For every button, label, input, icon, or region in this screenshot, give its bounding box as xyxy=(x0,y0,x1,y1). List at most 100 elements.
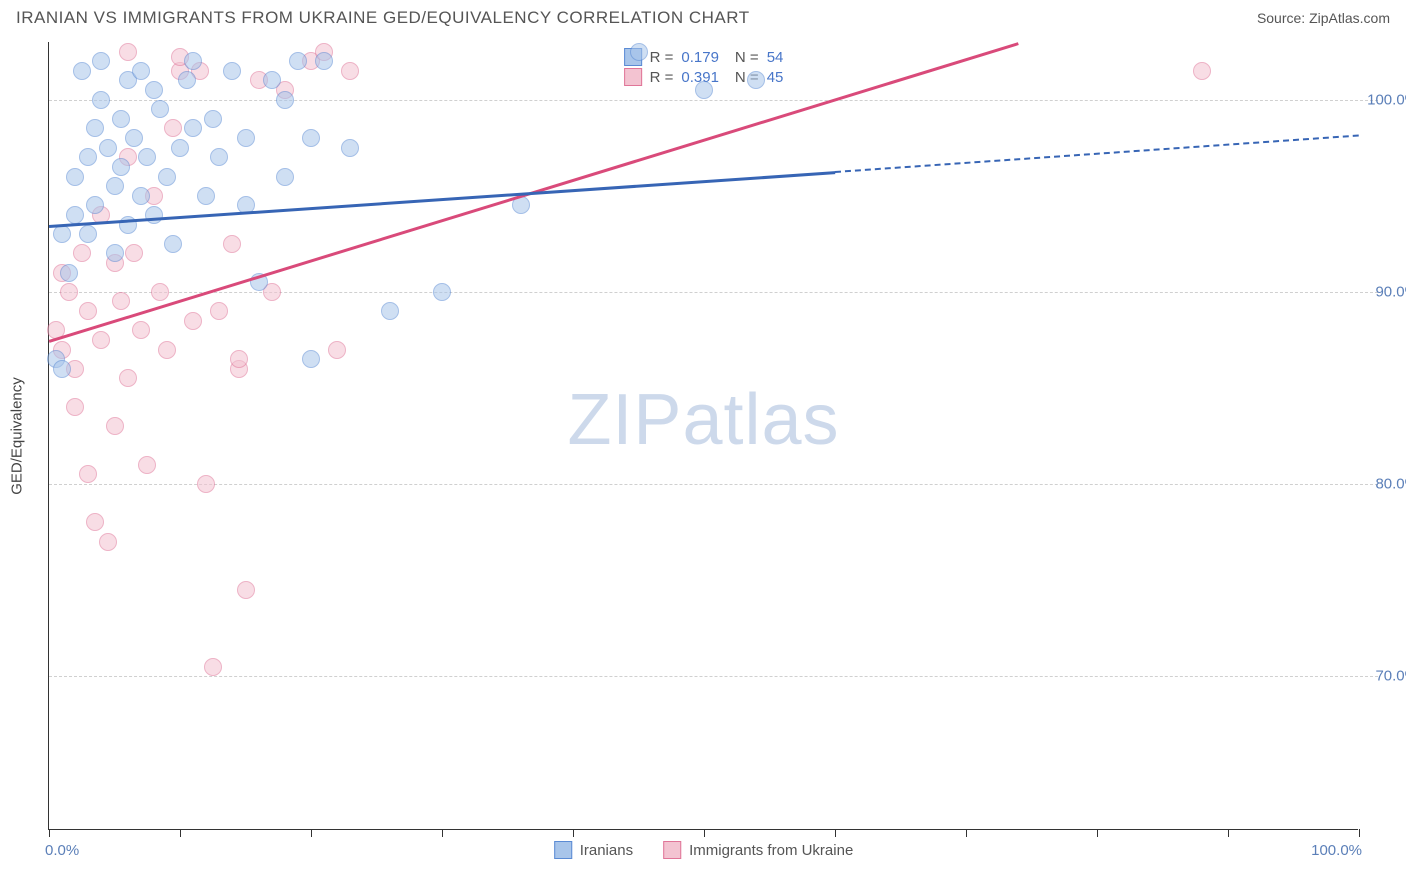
chart-container: GED/Equivalency ZIPatlas R = 0.179 N = 5… xyxy=(0,32,1406,862)
data-point-iranians xyxy=(263,71,281,89)
n-value-iranians: 54 xyxy=(767,49,784,66)
r-value-iranians: 0.179 xyxy=(681,49,719,66)
x-tick xyxy=(180,829,181,837)
x-tick xyxy=(966,829,967,837)
data-point-ukraine xyxy=(73,244,91,262)
watermark-zip: ZIP xyxy=(567,380,682,460)
data-point-ukraine xyxy=(138,456,156,474)
data-point-iranians xyxy=(132,62,150,80)
data-point-iranians xyxy=(73,62,91,80)
data-point-iranians xyxy=(125,129,143,147)
data-point-ukraine xyxy=(86,513,104,531)
legend-item-ukraine: Immigrants from Ukraine xyxy=(663,841,853,859)
data-point-iranians xyxy=(99,139,117,157)
plot-area: GED/Equivalency ZIPatlas R = 0.179 N = 5… xyxy=(48,42,1358,830)
data-point-ukraine xyxy=(119,43,137,61)
y-tick-label: 70.0% xyxy=(1375,668,1406,685)
data-point-ukraine xyxy=(223,235,241,253)
data-point-iranians xyxy=(106,177,124,195)
data-point-iranians xyxy=(112,110,130,128)
data-point-iranians xyxy=(433,283,451,301)
data-point-ukraine xyxy=(79,465,97,483)
data-point-ukraine xyxy=(99,533,117,551)
data-point-ukraine xyxy=(341,62,359,80)
data-point-ukraine xyxy=(151,283,169,301)
data-point-ukraine xyxy=(184,312,202,330)
gridline xyxy=(49,100,1378,101)
y-tick-label: 100.0% xyxy=(1367,91,1406,108)
y-tick-label: 90.0% xyxy=(1375,283,1406,300)
swatch-iranians xyxy=(554,841,572,859)
x-tick xyxy=(442,829,443,837)
data-point-iranians xyxy=(92,52,110,70)
legend-item-iranians: Iranians xyxy=(554,841,633,859)
data-point-iranians xyxy=(92,91,110,109)
data-point-iranians xyxy=(138,148,156,166)
data-point-iranians xyxy=(223,62,241,80)
data-point-iranians xyxy=(132,187,150,205)
stats-row-iranians: R = 0.179 N = 54 xyxy=(624,48,784,66)
data-point-iranians xyxy=(158,168,176,186)
r-label: R = xyxy=(650,49,674,66)
data-point-ukraine xyxy=(204,658,222,676)
gridline xyxy=(49,292,1378,293)
data-point-iranians xyxy=(204,110,222,128)
data-point-iranians xyxy=(210,148,228,166)
data-point-iranians xyxy=(53,360,71,378)
data-point-iranians xyxy=(60,264,78,282)
legend-label-iranians: Iranians xyxy=(580,842,633,859)
swatch-ukraine xyxy=(624,68,642,86)
data-point-iranians xyxy=(106,244,124,262)
data-point-iranians xyxy=(184,52,202,70)
n-label: N = xyxy=(735,49,759,66)
data-point-iranians xyxy=(66,168,84,186)
data-point-iranians xyxy=(341,139,359,157)
x-tick xyxy=(311,829,312,837)
data-point-iranians xyxy=(289,52,307,70)
gridline xyxy=(49,676,1378,677)
data-point-iranians xyxy=(86,119,104,137)
data-point-ukraine xyxy=(92,331,110,349)
data-point-iranians xyxy=(276,168,294,186)
data-point-iranians xyxy=(145,206,163,224)
data-point-ukraine xyxy=(164,119,182,137)
watermark-atlas: atlas xyxy=(682,380,839,460)
data-point-ukraine xyxy=(197,475,215,493)
data-point-iranians xyxy=(79,225,97,243)
data-point-iranians xyxy=(302,129,320,147)
r-label: R = xyxy=(650,69,674,86)
data-point-ukraine xyxy=(119,369,137,387)
data-point-iranians xyxy=(695,81,713,99)
x-tick xyxy=(835,829,836,837)
data-point-iranians xyxy=(197,187,215,205)
data-point-ukraine xyxy=(158,341,176,359)
data-point-ukraine xyxy=(79,302,97,320)
data-point-iranians xyxy=(237,129,255,147)
data-point-iranians xyxy=(178,71,196,89)
data-point-ukraine xyxy=(328,341,346,359)
y-tick-label: 80.0% xyxy=(1375,476,1406,493)
data-point-ukraine xyxy=(112,292,130,310)
data-point-iranians xyxy=(184,119,202,137)
regression-line xyxy=(835,134,1359,173)
data-point-iranians xyxy=(79,148,97,166)
data-point-ukraine xyxy=(125,244,143,262)
data-point-iranians xyxy=(302,350,320,368)
legend-label-ukraine: Immigrants from Ukraine xyxy=(689,842,853,859)
data-point-ukraine xyxy=(132,321,150,339)
chart-title: IRANIAN VS IMMIGRANTS FROM UKRAINE GED/E… xyxy=(16,8,750,28)
data-point-iranians xyxy=(171,139,189,157)
x-axis-label-min: 0.0% xyxy=(45,842,79,859)
gridline xyxy=(49,484,1378,485)
data-point-iranians xyxy=(112,158,130,176)
data-point-iranians xyxy=(747,71,765,89)
x-tick xyxy=(1359,829,1360,837)
series-legend: Iranians Immigrants from Ukraine xyxy=(554,841,854,859)
x-tick xyxy=(704,829,705,837)
data-point-iranians xyxy=(86,196,104,214)
data-point-iranians xyxy=(53,225,71,243)
data-point-ukraine xyxy=(1193,62,1211,80)
x-tick xyxy=(573,829,574,837)
x-tick xyxy=(1228,829,1229,837)
data-point-iranians xyxy=(145,81,163,99)
